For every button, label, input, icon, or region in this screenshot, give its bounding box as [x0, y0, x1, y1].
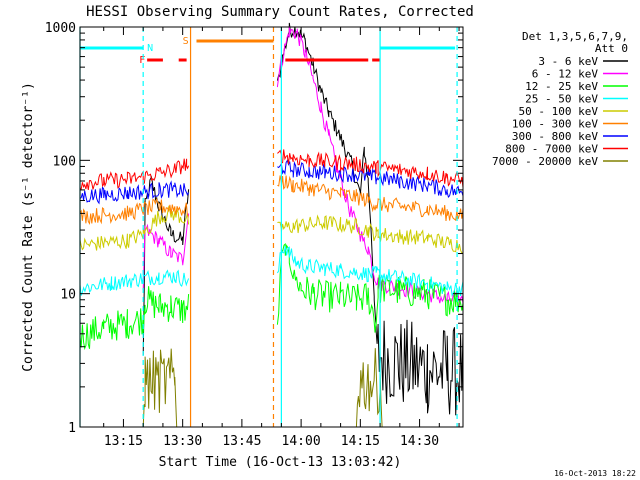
- x-tick-label: 13:15: [104, 434, 143, 449]
- legend-label: 800 - 7000 keV: [505, 143, 598, 156]
- series-layer: [79, 22, 464, 428]
- legend-label: 3 - 6 keV: [538, 55, 598, 68]
- series-line-25-50-kev: [79, 245, 464, 298]
- overlay-layer: NF S: [79, 27, 458, 427]
- series-line-300-800-kev: [79, 159, 464, 205]
- legend-label: 6 - 12 keV: [532, 68, 599, 81]
- footer-timestamp: 16-Oct-2013 18:22: [554, 469, 636, 478]
- annotation-f: F: [139, 55, 145, 66]
- x-tick-label: 13:45: [222, 434, 261, 449]
- series-line-12-25-kev: [79, 243, 464, 351]
- legend-label: 12 - 25 keV: [525, 80, 598, 93]
- series-line-3-6-kev: [142, 22, 464, 416]
- y-tick-label: 1000: [45, 21, 76, 36]
- x-tick-label: 14:30: [400, 434, 439, 449]
- legend-header: Det 1,3,5,6,7,9,: [522, 30, 628, 43]
- series-line-50-100-kev: [79, 205, 463, 254]
- chart-title: HESSI Observing Summary Count Rates, Cor…: [86, 4, 474, 20]
- x-tick-label: 13:30: [163, 434, 202, 449]
- series-line-100-300-kev: [79, 175, 464, 226]
- legend-label: 300 - 800 keV: [512, 130, 598, 143]
- series-line-800-7000-kev: [79, 149, 464, 191]
- y-axis-label: Corrected Count Rate (s⁻¹ detector⁻¹): [21, 82, 36, 372]
- legend-label: 25 - 50 keV: [525, 93, 598, 106]
- y-tick-label: 1: [68, 421, 76, 436]
- x-tick-label: 14:00: [282, 434, 321, 449]
- annotation-n: N: [147, 43, 153, 54]
- plot-frame: [79, 26, 464, 428]
- annotation-s: S: [183, 36, 189, 47]
- legend-label: 100 - 300 keV: [512, 118, 598, 131]
- legend-label: 50 - 100 keV: [519, 105, 599, 118]
- y-tick-label: 10: [60, 288, 76, 303]
- legend-header: Att 0: [595, 42, 628, 55]
- series-line-6-12-kev: [142, 26, 464, 306]
- axes: 13:15 13:30 13:45 14:00 14:15 14:30 1 10 100 1000: [45, 21, 464, 449]
- x-axis-label: Start Time (16-Oct-13 13:03:42): [159, 455, 402, 470]
- series-line-7000-20000-kev: [142, 348, 383, 428]
- legend-label: 7000 - 20000 keV: [492, 155, 598, 168]
- y-tick-label: 100: [53, 154, 76, 169]
- x-tick-label: 14:15: [341, 434, 380, 449]
